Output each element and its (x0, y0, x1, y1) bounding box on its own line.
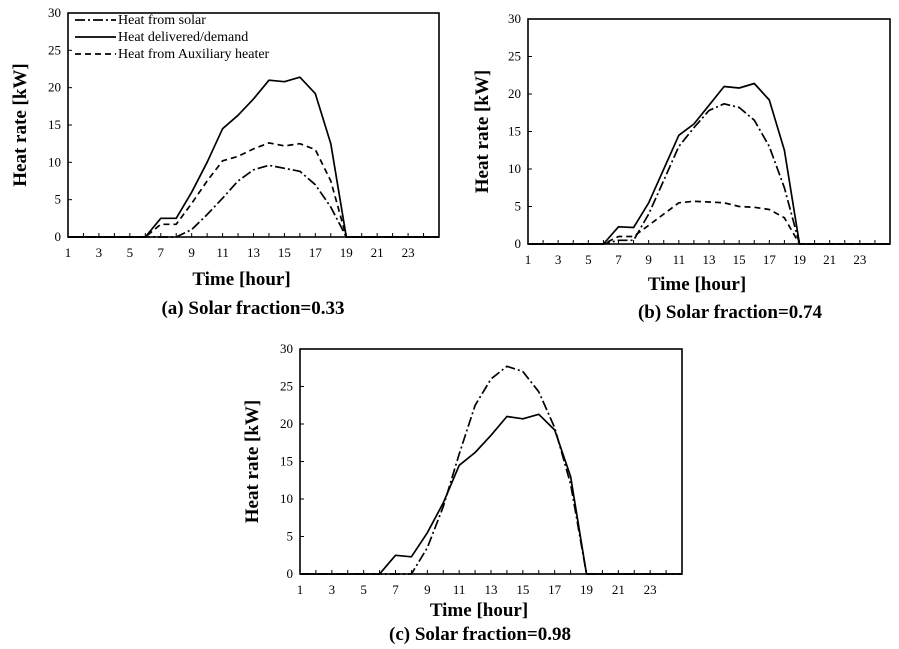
x-axis-title: Time [hour] (192, 269, 290, 290)
y-tick-label: 30 (48, 5, 61, 20)
y-tick-label: 25 (508, 49, 521, 64)
x-tick-label: 21 (612, 582, 625, 597)
y-tick-label: 0 (515, 236, 522, 251)
legend-label: Heat from solar (118, 13, 206, 28)
x-axis-title: Time [hour] (430, 600, 528, 621)
x-tick-label: 5 (127, 245, 134, 260)
x-tick-label: 11 (673, 252, 686, 267)
x-tick-label: 13 (485, 582, 498, 597)
x-tick-label: 3 (555, 252, 562, 267)
plot-frame (299, 348, 683, 575)
x-tick-label: 15 (278, 245, 291, 260)
plot-frame (527, 18, 891, 245)
x-tick-label: 7 (615, 252, 622, 267)
y-tick-label: 10 (280, 491, 293, 506)
series-line-solid (300, 413, 682, 575)
x-tick-label: 23 (853, 252, 866, 267)
x-tick-label: 7 (158, 245, 165, 260)
y-tick-label: 15 (48, 117, 61, 132)
x-tick-label: 13 (703, 252, 716, 267)
y-tick-label: 20 (280, 416, 293, 431)
y-tick-label: 25 (280, 379, 293, 394)
y-tick-label: 15 (280, 454, 293, 469)
legend-label: Heat delivered/demand (118, 30, 248, 45)
y-tick-label: 20 (508, 86, 521, 101)
x-tick-label: 17 (548, 582, 562, 597)
x-tick-label: 11 (453, 582, 466, 597)
y-tick-label: 10 (508, 161, 521, 176)
x-tick-label: 9 (645, 252, 652, 267)
x-tick-label: 3 (96, 245, 103, 260)
series-line-dashdot (300, 365, 682, 575)
y-axis-title: Heat rate [kW] (472, 70, 493, 193)
y-tick-label: 30 (508, 11, 521, 26)
series-line-dashdot (68, 164, 439, 238)
x-tick-label: 17 (763, 252, 777, 267)
y-tick-label: 10 (48, 154, 61, 169)
y-tick-label: 15 (508, 124, 521, 139)
legend-label: Heat from Auxiliary heater (118, 47, 270, 62)
y-tick-label: 30 (280, 341, 293, 356)
series-line-solid (528, 82, 890, 245)
panel-caption: (b) Solar fraction=0.74 (638, 302, 823, 323)
x-tick-label: 5 (585, 252, 592, 267)
x-tick-label: 1 (525, 252, 532, 267)
x-tick-label: 19 (580, 582, 593, 597)
y-tick-label: 20 (48, 80, 61, 95)
y-tick-label: 0 (287, 566, 294, 581)
x-tick-label: 19 (340, 245, 353, 260)
series-line-dashed (68, 142, 439, 238)
x-tick-label: 19 (793, 252, 806, 267)
x-tick-label: 11 (216, 245, 229, 260)
x-tick-label: 15 (516, 582, 529, 597)
y-tick-label: 5 (287, 529, 294, 544)
series-line-dashed (528, 200, 890, 245)
series-line-solid (68, 76, 439, 238)
panel-caption: (c) Solar fraction=0.98 (389, 624, 571, 645)
x-tick-label: 21 (823, 252, 836, 267)
y-tick-label: 25 (48, 42, 61, 57)
y-tick-label: 5 (515, 199, 522, 214)
x-tick-label: 9 (424, 582, 431, 597)
x-axis-title: Time [hour] (648, 274, 746, 295)
x-tick-label: 9 (188, 245, 195, 260)
x-tick-label: 5 (360, 582, 367, 597)
series-line-dashdot (528, 102, 890, 245)
x-tick-label: 23 (644, 582, 657, 597)
y-tick-label: 0 (55, 229, 62, 244)
x-tick-label: 7 (392, 582, 399, 597)
x-tick-label: 1 (65, 245, 72, 260)
x-tick-label: 13 (247, 245, 260, 260)
x-tick-label: 21 (371, 245, 384, 260)
y-axis-title: Heat rate [kW] (10, 63, 31, 186)
x-tick-label: 17 (309, 245, 323, 260)
y-tick-label: 5 (55, 192, 62, 207)
x-tick-label: 1 (297, 582, 304, 597)
y-axis-title: Heat rate [kW] (242, 400, 263, 523)
panel-caption: (a) Solar fraction=0.33 (161, 298, 344, 319)
x-tick-label: 15 (733, 252, 746, 267)
x-tick-label: 23 (402, 245, 415, 260)
x-tick-label: 3 (329, 582, 336, 597)
